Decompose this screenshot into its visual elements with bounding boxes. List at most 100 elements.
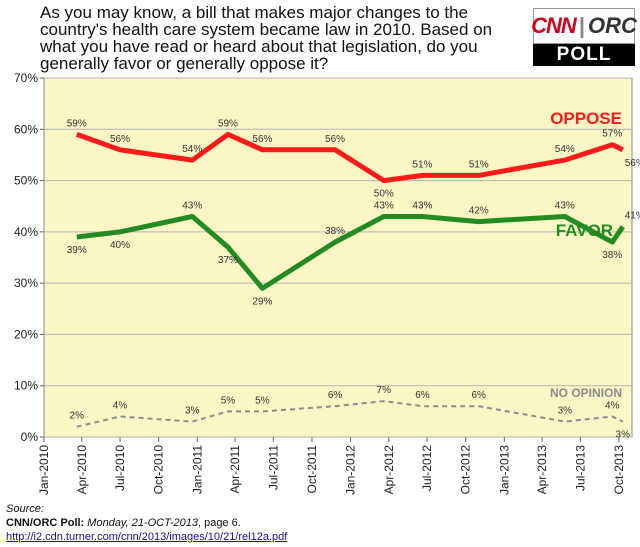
logo-brand: CNN xyxy=(531,13,577,38)
data-point-oppose xyxy=(421,174,424,177)
source-link[interactable]: http://i2.cdn.turner.com/cnn/2013/images… xyxy=(6,531,288,543)
data-point-favor xyxy=(226,246,229,249)
y-tick-label: 30% xyxy=(14,276,38,290)
poll-name: CNN/ORC Poll: xyxy=(6,517,85,529)
data-point-oppose xyxy=(334,148,337,151)
data-label-oppose: 59% xyxy=(218,118,238,129)
x-tick-label: Oct-2012 xyxy=(459,445,473,495)
y-tick-label: 70% xyxy=(14,71,38,85)
data-point-no-opinion xyxy=(334,405,337,408)
data-point-oppose xyxy=(611,143,614,146)
y-tick-label: 0% xyxy=(21,430,39,444)
poll-page: , page 6. xyxy=(197,517,241,529)
data-label-no-opinion: 7% xyxy=(377,385,392,396)
data-label-no-opinion: 5% xyxy=(221,395,236,406)
series-line-favor xyxy=(76,214,625,291)
data-label-favor: 40% xyxy=(110,240,130,251)
series-name-no-opinion: NO OPINION xyxy=(550,386,622,400)
data-point-no-opinion xyxy=(261,410,264,413)
cnn-orc-poll-logo: CNN | ORC POLL xyxy=(531,8,637,66)
x-tick-label: Apr-2010 xyxy=(75,445,89,495)
x-tick-label: Oct-2013 xyxy=(612,445,626,495)
source-label: Source: xyxy=(6,503,44,515)
data-label-favor: 38% xyxy=(325,226,345,237)
data-label-oppose: 56% xyxy=(625,158,640,169)
data-point-favor xyxy=(477,220,480,223)
data-label-oppose: 57% xyxy=(602,129,622,140)
series-line-oppose xyxy=(75,131,624,184)
data-point-oppose xyxy=(563,159,566,162)
x-tick-label: Jul-2012 xyxy=(420,445,434,491)
data-point-oppose xyxy=(261,148,264,151)
data-point-favor xyxy=(421,215,424,218)
x-tick-label: Jan-2010 xyxy=(37,445,51,495)
y-tick-label: 60% xyxy=(14,122,38,136)
data-point-no-opinion xyxy=(563,420,566,423)
y-tick-label: 50% xyxy=(14,174,38,188)
data-label-no-opinion: 3% xyxy=(185,406,200,417)
y-tick-label: 40% xyxy=(14,225,38,239)
poll-date: Monday, 21-OCT-2013 xyxy=(87,517,198,529)
data-label-favor: 43% xyxy=(374,200,394,211)
data-point-no-opinion xyxy=(477,405,480,408)
data-label-oppose: 51% xyxy=(469,159,489,170)
series-name-oppose: OPPOSE xyxy=(550,109,622,128)
data-label-oppose: 59% xyxy=(67,118,87,129)
logo-subtitle: POLL xyxy=(533,44,635,66)
data-point-favor xyxy=(75,235,78,238)
data-point-no-opinion xyxy=(382,400,385,403)
plot-area xyxy=(43,77,633,438)
x-tick-label: Oct-2011 xyxy=(305,445,319,494)
data-label-oppose: 51% xyxy=(412,159,432,170)
data-label-oppose: 50% xyxy=(374,189,394,200)
data-point-favor xyxy=(191,215,194,218)
x-tick-label: Jan-2012 xyxy=(344,445,358,495)
data-label-favor: 43% xyxy=(182,200,202,211)
data-label-favor: 42% xyxy=(469,206,489,217)
series-name-favor: FAVOR xyxy=(556,221,613,240)
data-label-no-opinion: 2% xyxy=(70,411,85,422)
data-label-no-opinion: 6% xyxy=(328,390,343,401)
x-tick-label: Jan-2013 xyxy=(497,445,511,495)
data-label-no-opinion: 3% xyxy=(558,406,573,417)
data-label-oppose: 56% xyxy=(325,134,345,145)
data-label-favor: 43% xyxy=(412,200,432,211)
data-label-oppose: 54% xyxy=(182,144,202,155)
data-label-favor: 37% xyxy=(218,255,238,266)
data-label-no-opinion: 3% xyxy=(616,430,631,441)
data-point-favor xyxy=(611,241,614,244)
y-tick-label: 10% xyxy=(14,379,38,393)
poll-question: As you may know, a bill that makes major… xyxy=(40,3,493,73)
data-point-no-opinion xyxy=(191,420,194,423)
data-point-no-opinion xyxy=(226,410,229,413)
data-point-oppose xyxy=(382,179,385,182)
data-point-oppose xyxy=(75,133,78,136)
data-label-favor: 38% xyxy=(602,250,622,261)
data-point-no-opinion xyxy=(75,425,78,428)
logo-top: CNN | ORC xyxy=(531,8,637,44)
x-tick-label: Jul-2010 xyxy=(113,445,127,491)
data-point-oppose xyxy=(191,159,194,162)
data-point-favor xyxy=(621,225,624,228)
data-point-favor xyxy=(119,230,122,233)
data-label-no-opinion: 5% xyxy=(255,395,270,406)
source-block: Source: CNN/ORC Poll: Monday, 21-OCT-201… xyxy=(6,502,287,544)
x-tick-label: Jul-2011 xyxy=(266,445,280,490)
y-tick-label: 20% xyxy=(14,327,38,341)
data-point-oppose xyxy=(119,148,122,151)
data-point-favor xyxy=(261,287,264,290)
logo-partner: ORC xyxy=(587,13,637,38)
x-tick-label: Apr-2012 xyxy=(382,445,396,495)
x-tick-label: Jan-2011 xyxy=(190,445,204,494)
data-label-no-opinion: 4% xyxy=(113,400,128,411)
data-point-oppose xyxy=(477,174,480,177)
data-label-favor: 29% xyxy=(252,296,272,307)
x-tick-label: Oct-2010 xyxy=(152,445,166,495)
data-label-oppose: 54% xyxy=(555,144,575,155)
data-point-no-opinion xyxy=(119,415,122,418)
data-point-favor xyxy=(382,215,385,218)
x-tick-label: Apr-2011 xyxy=(228,445,242,494)
data-point-oppose xyxy=(621,148,624,151)
data-label-oppose: 56% xyxy=(252,134,272,145)
